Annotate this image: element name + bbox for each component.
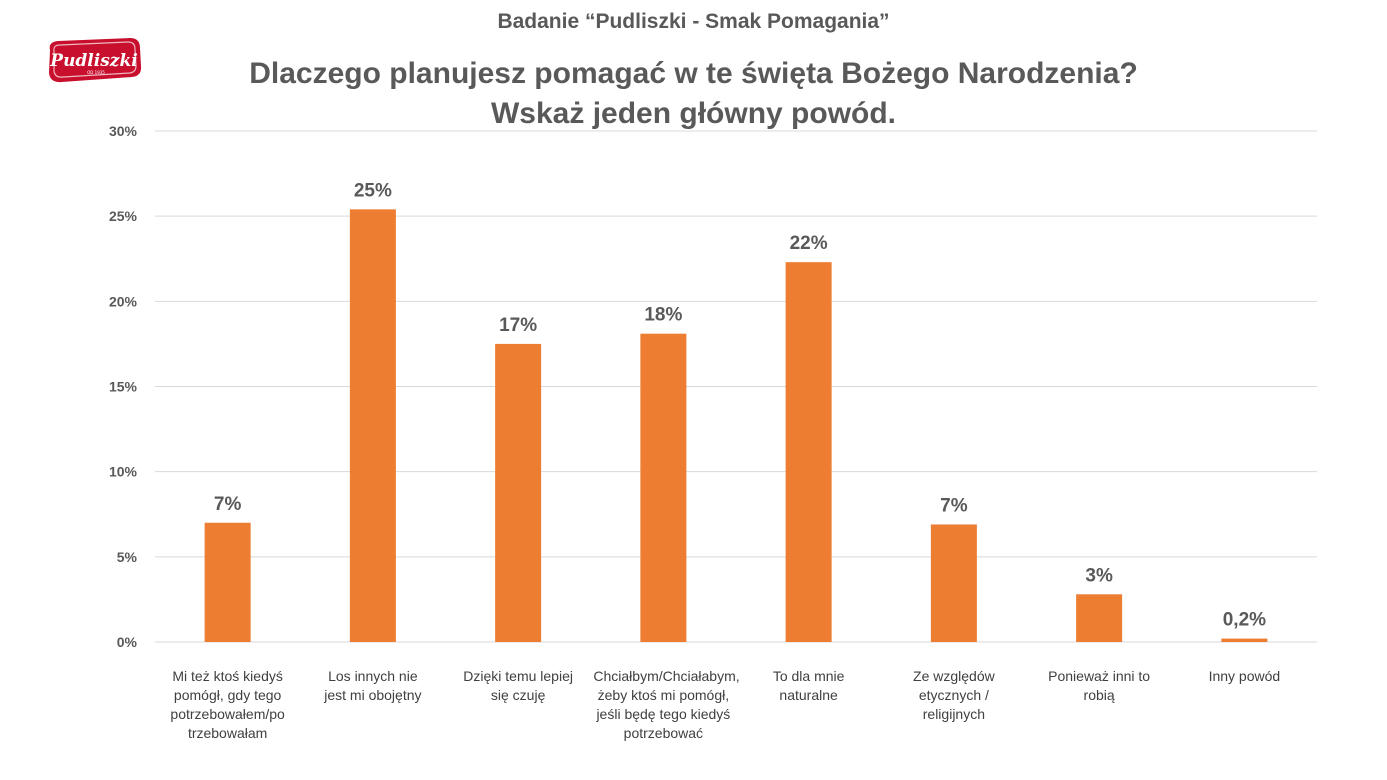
y-tick-label: 5%: [117, 549, 138, 565]
data-label: 0,2%: [1223, 610, 1266, 631]
x-category-label-line: potrzebować: [623, 725, 704, 741]
logo-tagline: OD 1935: [87, 70, 105, 75]
x-category-label-line: żeby ktoś mi pomógł,: [597, 687, 730, 703]
survey-title: Badanie “Pudliszki - Smak Pomagania”: [497, 10, 890, 33]
x-category-label-line: trzebowałam: [187, 725, 268, 741]
bar: [640, 333, 687, 642]
data-label: 17%: [499, 315, 537, 336]
bar: [204, 522, 251, 642]
x-category-label-line: jeśli będę tego kiedyś: [596, 706, 731, 722]
x-category-label-line: Ponieważ inni to: [1048, 668, 1151, 684]
bar: [495, 343, 542, 642]
x-category-label-line: pomógł, gdy tego: [173, 687, 282, 703]
x-category-label-line: Los innych nie: [328, 668, 418, 684]
x-category-label-line: religijnych: [922, 706, 985, 722]
x-category-label-line: się czuję: [490, 687, 546, 703]
x-category-label-line: Mi też ktoś kiedyś: [172, 668, 283, 684]
bar: [930, 524, 977, 642]
data-label: 22%: [790, 233, 828, 254]
x-category-label-line: Chciałbym/Chciałabym,: [593, 668, 740, 684]
x-category-label-line: potrzebowałem/po: [170, 706, 285, 722]
x-category-label-line: Inny powód: [1208, 668, 1281, 684]
chart-title-line-2: Wskaż jeden główny powód.: [490, 97, 897, 130]
x-category-label: Chciałbym/Chciałabym, żeby ktoś mi pomógł…: [593, 667, 740, 743]
x-category-label: Ponieważ inni to robią: [1029, 667, 1169, 705]
x-category-label: Dzięki temu lepiej się czuję: [448, 667, 588, 705]
y-tick-label: 30%: [109, 123, 138, 139]
x-category-label-line: jest mi obojętny: [324, 687, 422, 703]
x-category-label-line: To dla mnie: [772, 668, 845, 684]
y-tick-label: 0%: [117, 634, 138, 650]
bar: [1076, 594, 1123, 642]
y-tick-label: 20%: [109, 293, 138, 309]
logo-badge: [49, 38, 142, 83]
x-category-label-line: Dzięki temu lepiej: [463, 668, 573, 684]
x-category-label: Ze względów etycznych / religijnych: [884, 667, 1024, 724]
chart-title: Dlaczego planujesz pomagać w te święta B…: [0, 54, 1387, 134]
bar: [1221, 638, 1268, 642]
y-tick-label: 15%: [109, 379, 138, 395]
x-category-label-line: naturalne: [779, 687, 838, 703]
data-label: 25%: [354, 180, 392, 201]
y-tick-label: 10%: [109, 464, 138, 480]
logo-text: Pudliszki: [49, 51, 137, 71]
x-category-label: Los innych nie jest mi obojętny: [303, 667, 443, 705]
x-category-label-line: robią: [1083, 687, 1115, 703]
chart-title-line-1: Dlaczego planujesz pomagać w te święta B…: [249, 57, 1138, 90]
bar: [349, 209, 396, 642]
x-category-label: Inny powód: [1174, 667, 1314, 686]
data-label: 3%: [1085, 565, 1113, 586]
data-label: 18%: [644, 305, 682, 326]
data-label: 7%: [214, 494, 242, 515]
x-category-label: Mi też ktoś kiedyś pomógł, gdy tego potrze…: [158, 667, 298, 743]
pudliszki-logo: Pudliszki OD 1935: [49, 38, 142, 83]
x-category-label-line: Ze względów: [913, 668, 995, 684]
bar: [785, 262, 832, 642]
data-label: 7%: [940, 495, 968, 516]
y-tick-label: 25%: [109, 208, 138, 224]
x-category-label-line: etycznych /: [918, 687, 989, 703]
x-category-label: To dla mnie naturalne: [739, 667, 879, 705]
